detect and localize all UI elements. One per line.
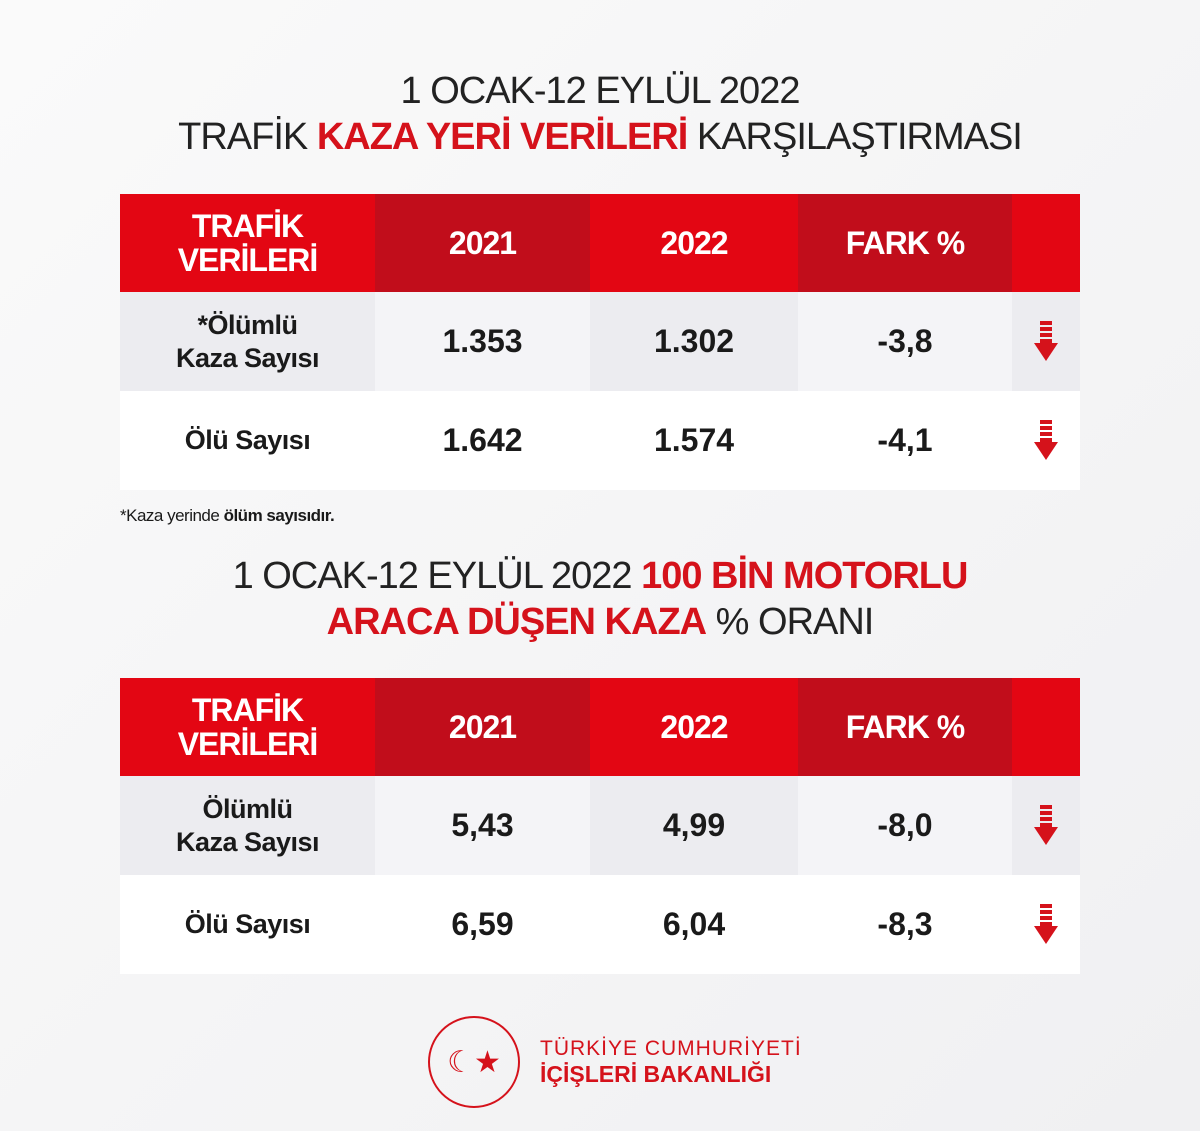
arrow-cell xyxy=(1012,391,1080,490)
seal-icon: ☾★ xyxy=(428,1016,520,1108)
cell-diff: -8,0 xyxy=(798,776,1012,875)
cell-2022: 6,04 xyxy=(590,875,798,974)
title-highlight: 100 BİN MOTORLU xyxy=(641,555,968,597)
row-label: Ölümlü Kaza Sayısı xyxy=(120,776,375,875)
header-2021: 2021 xyxy=(375,194,590,292)
logo-line-1: TÜRKİYE CUMHURİYETİ xyxy=(540,1036,802,1060)
header-2022: 2022 xyxy=(590,194,798,292)
header-2022: 2022 xyxy=(590,678,798,776)
arrow-cell xyxy=(1012,292,1080,391)
cell-diff: -8,3 xyxy=(798,875,1012,974)
arrow-cell xyxy=(1012,875,1080,974)
row-label: Ölü Sayısı xyxy=(120,391,375,490)
table-rate-data: TRAFİK VERİLERİ 2021 2022 FARK % Ölümlü … xyxy=(120,678,1080,974)
row-label: Ölü Sayısı xyxy=(120,875,375,974)
row-label: *Ölümlü Kaza Sayısı xyxy=(120,292,375,391)
cell-diff: -3,8 xyxy=(798,292,1012,391)
table-accident-data: TRAFİK VERİLERİ 2021 2022 FARK % *Ölümlü… xyxy=(120,194,1080,490)
title-text: 1 OCAK-12 EYLÜL 2022 xyxy=(232,555,642,597)
header-traffic-data: TRAFİK VERİLERİ xyxy=(120,678,375,776)
cell-2021: 1.353 xyxy=(375,292,590,391)
title-highlight: KAZA YERİ VERİLERİ xyxy=(316,116,688,158)
arrow-down-icon xyxy=(1034,419,1058,462)
title-2-line-1: 1 OCAK-12 EYLÜL 2022 100 BİN MOTORLU xyxy=(0,553,1200,599)
footnote: *Kaza yerinde ölüm sayısıdır. xyxy=(120,506,335,526)
footnote-text: *Kaza yerinde xyxy=(120,506,224,525)
footnote-bold: ölüm sayısıdır. xyxy=(223,506,335,525)
arrow-down-icon xyxy=(1034,804,1058,847)
cell-2021: 6,59 xyxy=(375,875,590,974)
cell-2022: 1.574 xyxy=(590,391,798,490)
header-diff: FARK % xyxy=(798,678,1012,776)
header-2021: 2021 xyxy=(375,678,590,776)
header-diff: FARK % xyxy=(798,194,1012,292)
arrow-cell xyxy=(1012,776,1080,875)
cell-2022: 1.302 xyxy=(590,292,798,391)
cell-diff: -4,1 xyxy=(798,391,1012,490)
title-1-line-1: 1 OCAK-12 EYLÜL 2022 xyxy=(400,70,801,112)
logo-line-2: İÇİŞLERİ BAKANLIĞI xyxy=(540,1060,772,1087)
cell-2021: 1.642 xyxy=(375,391,590,490)
title-2-line-2: ARACA DÜŞEN KAZA % ORANI xyxy=(0,599,1200,645)
arrow-down-icon xyxy=(1034,903,1058,946)
ministry-logo: ☾★ TÜRKİYE CUMHURİYETİ İÇİŞLERİ BAKANLIĞ… xyxy=(428,1016,802,1108)
title-text: KARŞILAŞTIRMASI xyxy=(687,116,1023,158)
title-1: 1 OCAK-12 EYLÜL 2022 TRAFİK KAZA YERİ VE… xyxy=(0,68,1200,160)
cell-2021: 5,43 xyxy=(375,776,590,875)
title-text: TRAFİK xyxy=(178,116,317,158)
title-text: % ORANI xyxy=(706,601,875,643)
title-highlight: ARACA DÜŞEN KAZA xyxy=(326,601,707,643)
title-2: 1 OCAK-12 EYLÜL 2022 100 BİN MOTORLU ARA… xyxy=(0,553,1200,645)
header-blank xyxy=(1012,678,1080,776)
arrow-down-icon xyxy=(1034,320,1058,363)
header-blank xyxy=(1012,194,1080,292)
title-1-line-2: TRAFİK KAZA YERİ VERİLERİ KARŞILAŞTIRMAS… xyxy=(0,114,1200,160)
cell-2022: 4,99 xyxy=(590,776,798,875)
header-traffic-data: TRAFİK VERİLERİ xyxy=(120,194,375,292)
